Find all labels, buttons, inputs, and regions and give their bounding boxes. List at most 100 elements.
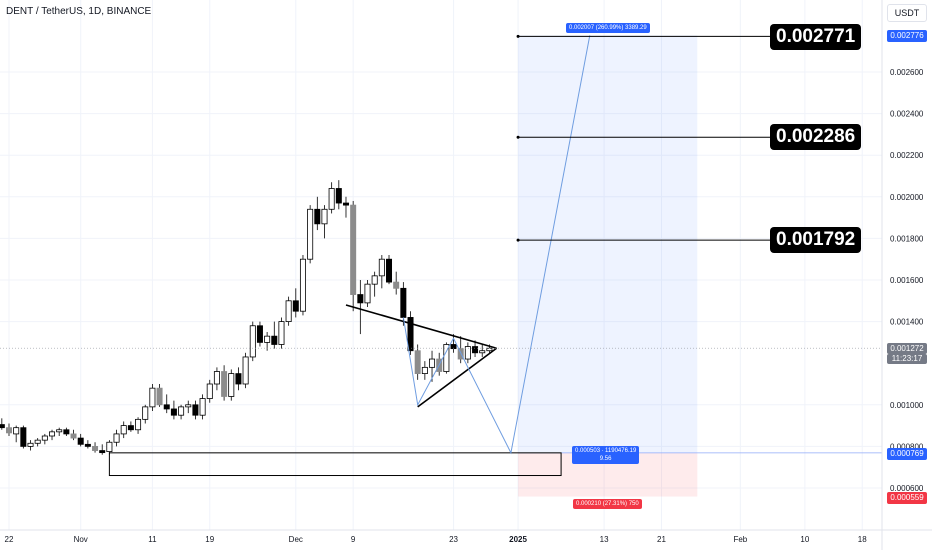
target-label-2[interactable]: 0.002286 — [770, 124, 862, 150]
candle-body — [285, 300, 292, 322]
candle-body — [278, 321, 285, 345]
time-tick-label: Feb — [733, 535, 747, 544]
candle-body — [27, 442, 34, 447]
candle-body — [56, 429, 63, 433]
target-stats-label: 0.002007 (260.99%) 3389.29 — [566, 23, 650, 33]
candle-body — [142, 406, 149, 420]
candle-body — [371, 275, 378, 285]
candle-body — [264, 335, 271, 343]
demand-zone-rect — [108, 452, 562, 477]
stop-stats-label: 0.000210 (27.31%) 750 — [573, 499, 642, 509]
projection-zigzag — [402, 35, 591, 455]
triangle-lower-line — [417, 347, 498, 408]
candle-body — [213, 371, 220, 385]
entry-stats-line2: 9.56 — [599, 456, 612, 462]
candle-body — [106, 441, 113, 452]
candle-body — [314, 208, 321, 225]
currency-button[interactable]: USDT — [887, 4, 927, 22]
candle-body — [271, 335, 278, 345]
position-profit-area — [518, 35, 698, 453]
candle-body — [206, 383, 213, 399]
candle-body — [328, 188, 335, 210]
time-tick-label: 22 — [5, 535, 14, 544]
price-tick-label: 0.001000 — [890, 401, 924, 410]
target-line-anchor — [516, 238, 520, 242]
price-tick-label: 0.000800 — [890, 442, 924, 451]
candle-body — [77, 437, 84, 445]
demand-zone[interactable] — [108, 452, 562, 477]
candle-body — [113, 433, 120, 443]
time-tick-label: 13 — [600, 535, 609, 544]
target-label-3[interactable]: 0.001792 — [770, 227, 862, 253]
time-tick-label: 2025 — [509, 535, 527, 544]
time-tick-label: Dec — [289, 535, 303, 544]
target-lines[interactable] — [516, 34, 770, 242]
candle-body — [242, 356, 249, 385]
candle-body — [292, 300, 299, 312]
price-tick-label: 0.001800 — [890, 234, 924, 243]
candle-body — [49, 431, 56, 437]
price-tick-label: 0.002600 — [890, 68, 924, 77]
long-position-tool[interactable] — [518, 35, 882, 497]
candle-body — [84, 443, 91, 447]
candle-body — [450, 344, 457, 350]
candle-body — [472, 346, 479, 354]
symbol-title: DENT / TetherUS, 1D, BINANCE — [6, 6, 152, 17]
time-tick-label: 19 — [205, 535, 214, 544]
candlesticks — [0, 180, 493, 455]
target-line-anchor — [516, 135, 520, 139]
candle-body — [70, 433, 77, 439]
candle-body — [185, 404, 192, 408]
candle-body — [41, 435, 48, 441]
candle-body — [120, 425, 127, 435]
target-line-anchor — [516, 34, 520, 38]
candle-body — [386, 258, 393, 283]
candle-body — [335, 188, 342, 204]
candle-body — [357, 294, 364, 304]
candle-body — [414, 350, 421, 375]
candle-body — [393, 281, 400, 289]
candle-body — [321, 208, 328, 225]
candle-body — [192, 404, 199, 416]
candle-body — [400, 287, 407, 318]
candle-body — [34, 439, 41, 444]
candle-body — [156, 387, 163, 406]
candle-body — [149, 387, 156, 408]
stop-price-tag: 0.000559 — [887, 492, 927, 504]
price-tick-label: 0.000600 — [890, 484, 924, 493]
time-tick-label: 23 — [449, 535, 458, 544]
candle-body — [20, 427, 27, 447]
candle-body — [421, 366, 428, 374]
price-tick-label: 0.002400 — [890, 110, 924, 119]
candle-body — [486, 347, 493, 352]
entry-price-tag: 0.000769 — [887, 448, 927, 460]
price-axis[interactable]: 0.002600 0.002400 0.002200 0.002000 0.001800… — [890, 68, 924, 493]
candle-body — [256, 325, 263, 343]
candle-body — [464, 346, 471, 360]
projection-path[interactable] — [402, 35, 591, 455]
time-tick-label: 21 — [657, 535, 666, 544]
candle-body — [350, 204, 357, 295]
candle-body — [163, 404, 170, 410]
price-tick-label: 0.001400 — [890, 318, 924, 327]
triangle-pattern[interactable] — [345, 304, 498, 408]
candle-body — [479, 350, 486, 354]
triangle-upper-line — [345, 304, 497, 349]
candle-body — [13, 427, 20, 435]
entry-stats-line1: 0.000503 ∙ 1190476.19 — [575, 448, 637, 454]
time-axis[interactable]: 22 Nov 11 19 Dec 9 23 2025 13 21 Feb 10 18 — [5, 535, 868, 544]
candle-body — [178, 406, 185, 416]
candle-body — [299, 258, 306, 312]
entry-stats-label: 0.000503 ∙ 1190476.19 9.56 — [572, 446, 640, 464]
price-tick-label: 0.002000 — [890, 193, 924, 202]
target-label-1[interactable]: 0.002771 — [770, 24, 862, 50]
candle-body — [127, 425, 134, 431]
candle-body — [307, 208, 314, 260]
time-tick-label: Nov — [74, 535, 88, 544]
price-tick-label: 0.001600 — [890, 276, 924, 285]
time-tick-label: 11 — [148, 535, 157, 544]
candle-body — [170, 408, 177, 416]
candle-body — [235, 373, 242, 385]
candle-body — [364, 283, 371, 304]
